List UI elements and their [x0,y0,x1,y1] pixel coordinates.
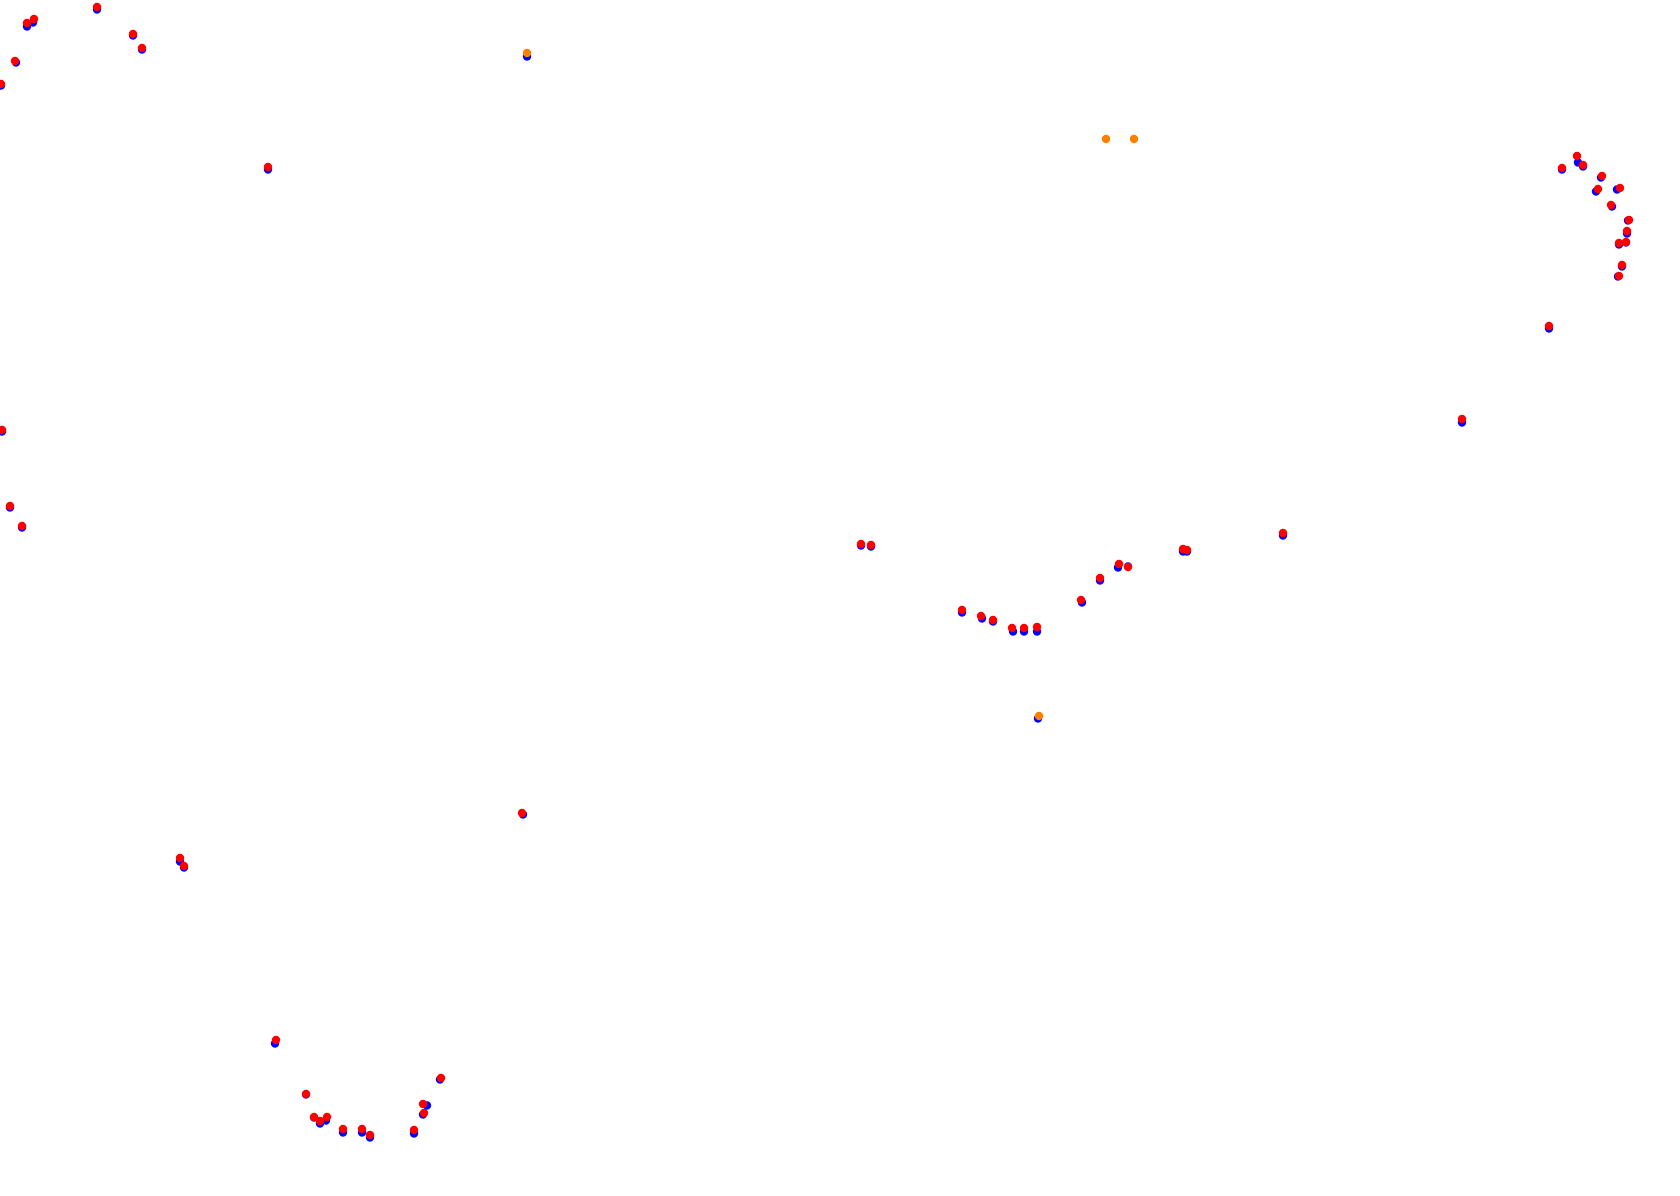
series-0 [0,5,1633,1142]
data-point-s1-29 [976,611,986,621]
data-point-s1-11 [175,853,185,863]
data-point-s1-35 [1095,573,1105,583]
data-point-s2-2 [1129,134,1139,144]
data-point-s1-23 [419,1108,429,1118]
data-point-s1-30 [988,615,998,625]
data-point-s1-21 [409,1125,419,1135]
data-point-s1-20 [365,1130,375,1140]
data-point-s1-9 [5,501,15,511]
data-point-s1-37 [1123,562,1133,572]
data-point-s1-46 [1593,184,1603,194]
data-point-s1-27 [866,540,876,550]
data-point-s1-50 [1614,238,1624,248]
data-point-s1-13 [271,1035,281,1045]
data-point-s1-28 [957,605,967,615]
data-point-s1-4 [92,2,102,12]
data-point-s1-47 [1597,171,1607,181]
data-point-s1-7 [263,162,273,172]
data-point-s1-33 [1032,622,1042,632]
data-point-s1-39 [1182,545,1192,555]
data-point-s1-55 [1614,271,1624,281]
data-point-s1-34 [1076,595,1086,605]
data-point-s1-10 [17,521,27,531]
series-1 [0,2,1634,1140]
data-point-s1-6 [137,43,147,53]
data-point-s1-54 [1617,260,1627,270]
data-point-s2-3 [1034,711,1044,721]
data-point-s1-51 [1621,237,1631,247]
data-point-s1-22 [418,1099,428,1109]
data-point-s1-15 [309,1112,319,1122]
data-point-s1-5 [128,29,138,39]
data-point-s1-2 [22,18,32,28]
data-point-s1-25 [517,808,527,818]
data-point-s1-49 [1615,183,1625,193]
plot-marks [0,2,1634,1142]
data-point-s1-3 [29,14,39,24]
data-point-s1-16 [315,1116,325,1126]
data-point-s1-41 [1457,414,1467,424]
data-point-s2-0 [522,48,532,58]
series-2 [522,48,1139,721]
data-point-s1-19 [357,1124,367,1134]
data-point-s1-43 [1557,163,1567,173]
data-point-s1-53 [1624,215,1634,225]
data-point-s1-24 [436,1073,446,1083]
data-point-s1-31 [1007,623,1017,633]
data-point-s1-12 [179,861,189,871]
data-point-s1-17 [322,1112,332,1122]
data-point-s1-0 [0,79,6,89]
data-point-s1-36 [1114,559,1124,569]
data-point-s1-32 [1019,623,1029,633]
data-point-s2-1 [1101,134,1111,144]
data-point-s1-45 [1578,160,1588,170]
data-point-s1-42 [1544,321,1554,331]
data-point-s1-44 [1572,151,1582,161]
data-point-s1-40 [1278,528,1288,538]
data-point-s1-52 [1622,226,1632,236]
data-point-s1-26 [856,539,866,549]
data-point-s1-48 [1606,200,1616,210]
data-point-s1-14 [301,1089,311,1099]
data-point-s1-8 [0,425,7,435]
data-point-s1-18 [338,1124,348,1134]
data-point-s1-1 [10,56,20,66]
